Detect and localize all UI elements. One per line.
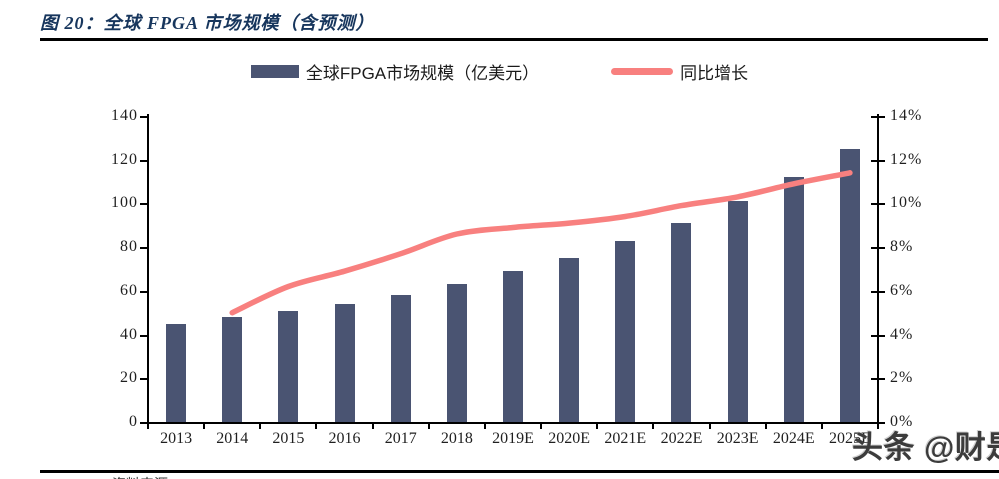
x-tick xyxy=(540,424,543,429)
x-tick xyxy=(259,424,262,429)
chart-title: 图 20：全球 FPGA 市场规模（含预测） xyxy=(40,13,375,33)
x-tick xyxy=(203,424,206,429)
x-tick-label: 2025E xyxy=(829,430,871,447)
bar xyxy=(671,223,692,422)
title-underline xyxy=(40,38,988,41)
x-tick-label: 2014 xyxy=(216,430,249,447)
y-tick-label-right: 0% xyxy=(890,413,914,430)
y-tick-label-left: 40 xyxy=(120,325,138,343)
x-tick-label: 2020E xyxy=(548,430,591,447)
y-tick-left xyxy=(140,203,148,206)
growth-line xyxy=(229,170,853,316)
y-tick-label-right: 14% xyxy=(890,107,923,124)
x-tick-label: 2016 xyxy=(328,430,361,447)
y-tick-left xyxy=(140,290,148,293)
y-axis-left xyxy=(147,114,149,426)
bar xyxy=(783,177,804,422)
y-tick-right xyxy=(871,116,885,118)
line-series-swatch-icon xyxy=(611,68,674,75)
y-tick-left xyxy=(140,422,148,424)
legend-line-label: 同比增长 xyxy=(680,64,749,83)
y-tick-left xyxy=(140,159,148,162)
bar xyxy=(334,303,355,422)
bar xyxy=(222,317,243,422)
y-tick-left xyxy=(140,378,148,381)
x-tick xyxy=(147,424,149,429)
x-tick xyxy=(820,424,823,429)
y-tick-label-left: 120 xyxy=(111,150,138,168)
bar xyxy=(559,258,580,422)
x-tick xyxy=(708,424,711,429)
y-tick-label-right: 2% xyxy=(890,369,914,387)
x-tick-label: 2022E xyxy=(660,430,703,447)
y-tick-label-left: 60 xyxy=(120,281,138,299)
legend-item-yoy-growth: 同比增长 xyxy=(611,59,748,84)
y-tick-label-right: 10% xyxy=(890,194,923,212)
bar xyxy=(727,201,748,422)
bar xyxy=(615,240,636,422)
x-tick xyxy=(652,424,655,429)
x-tick-label: 2015 xyxy=(272,430,305,447)
x-tick-label: 2023E xyxy=(716,430,759,447)
y-tick-label-left: 100 xyxy=(111,194,138,212)
y-tick-label-right: 6% xyxy=(890,281,914,299)
y-tick-right xyxy=(871,334,885,337)
x-tick xyxy=(371,424,374,429)
y-axis-right xyxy=(877,114,879,426)
legend-bar-label: 全球FPGA市场规模（亿美元） xyxy=(305,64,540,83)
x-tick-label: 2017 xyxy=(384,430,417,447)
y-tick-label-left: 80 xyxy=(120,238,138,256)
x-tick xyxy=(764,424,767,429)
x-tick xyxy=(315,424,318,429)
bar xyxy=(166,323,187,422)
x-tick xyxy=(877,424,879,429)
legend-item-market-size: 全球FPGA市场规模（亿美元） xyxy=(250,59,540,84)
y-tick-right xyxy=(871,203,885,206)
x-tick-label: 2018 xyxy=(440,430,473,447)
y-tick-right xyxy=(871,159,885,162)
y-tick-label-left: 20 xyxy=(120,369,138,387)
bar xyxy=(503,271,523,422)
bar-series-swatch-icon xyxy=(250,65,299,78)
x-tick xyxy=(596,424,599,429)
x-axis xyxy=(140,422,884,424)
bar xyxy=(446,284,467,422)
bar xyxy=(839,148,860,422)
y-tick-right xyxy=(871,247,885,250)
x-tick-label: 2024E xyxy=(772,430,815,447)
bar xyxy=(278,310,299,422)
x-tick xyxy=(427,424,430,429)
x-tick xyxy=(483,424,486,429)
y-tick-right xyxy=(871,422,885,424)
watermark: 头条 @财是 xyxy=(852,430,999,465)
y-tick-label-left: 140 xyxy=(111,107,138,124)
footer-source: 资料来源： xyxy=(112,474,182,479)
y-tick-left xyxy=(140,116,148,118)
y-tick-right xyxy=(871,378,885,381)
y-tick-label-right: 12% xyxy=(890,150,923,168)
y-tick-label-right: 4% xyxy=(890,325,914,343)
y-tick-left xyxy=(140,247,148,250)
x-tick-label: 2019E xyxy=(492,430,534,447)
legend: 全球FPGA市场规模（亿美元） 同比增长 xyxy=(0,59,999,84)
x-tick-label: 2013 xyxy=(160,430,193,447)
y-tick-label-left: 0 xyxy=(129,413,138,430)
bottom-rule xyxy=(40,470,999,473)
x-tick-label: 2021E xyxy=(604,430,647,447)
y-tick-right xyxy=(871,290,885,293)
bar xyxy=(390,295,411,422)
y-tick-left xyxy=(140,334,148,337)
y-tick-label-right: 8% xyxy=(890,238,914,256)
